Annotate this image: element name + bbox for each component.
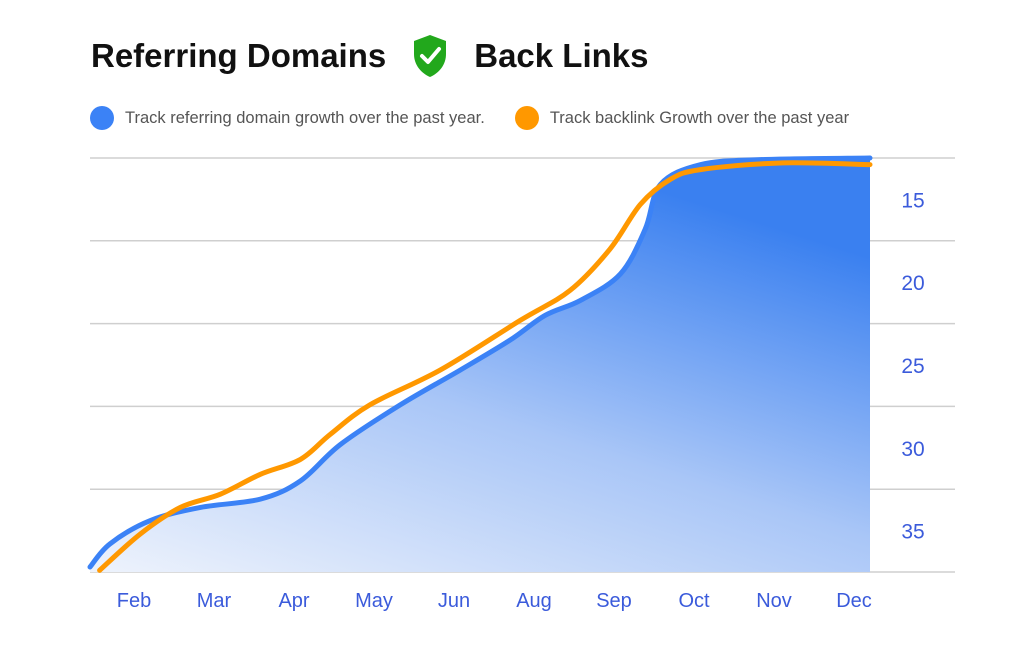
- chart-title: Referring Domains Back Links: [91, 34, 648, 78]
- x-tick-label: Sep: [596, 590, 632, 612]
- y-tick-label: 25: [901, 355, 924, 378]
- series-line-1: [97, 160, 873, 573]
- x-tick-label: Jun: [438, 590, 470, 612]
- x-tick-label: Aug: [516, 590, 552, 612]
- title-back-links: Back Links: [474, 37, 649, 74]
- legend-dot-blue: [90, 106, 114, 130]
- x-tick-label: Oct: [678, 590, 710, 612]
- legend-dot-orange: [514, 106, 539, 130]
- legend-item-backlinks: Track backlink Growth over the past year: [514, 106, 850, 130]
- title-referring-domains: Referring Domains: [91, 37, 387, 74]
- x-tick-label: Apr: [278, 590, 309, 612]
- x-tick-label: Feb: [117, 590, 151, 612]
- y-tick-label: 20: [901, 272, 924, 295]
- series-area-0: [90, 158, 870, 572]
- y-tick-label: 30: [901, 438, 924, 461]
- y-tick-label: 15: [901, 189, 924, 212]
- x-tick-label: May: [355, 590, 393, 612]
- legend-item-referring: Track referring domain growth over the p…: [90, 106, 485, 130]
- x-tick-label: Dec: [836, 590, 872, 612]
- series-line-0: [87, 155, 873, 570]
- x-tick-label: Nov: [756, 590, 792, 612]
- legend-label-referring: Track referring domain growth over the p…: [125, 108, 485, 127]
- legend-label-backlinks: Track backlink Growth over the past year: [549, 108, 850, 127]
- legend: Track referring domain growth over the p…: [90, 106, 849, 130]
- x-tick-label: Mar: [197, 590, 232, 612]
- shield-check-icon: [414, 35, 447, 77]
- y-tick-label: 35: [901, 521, 924, 544]
